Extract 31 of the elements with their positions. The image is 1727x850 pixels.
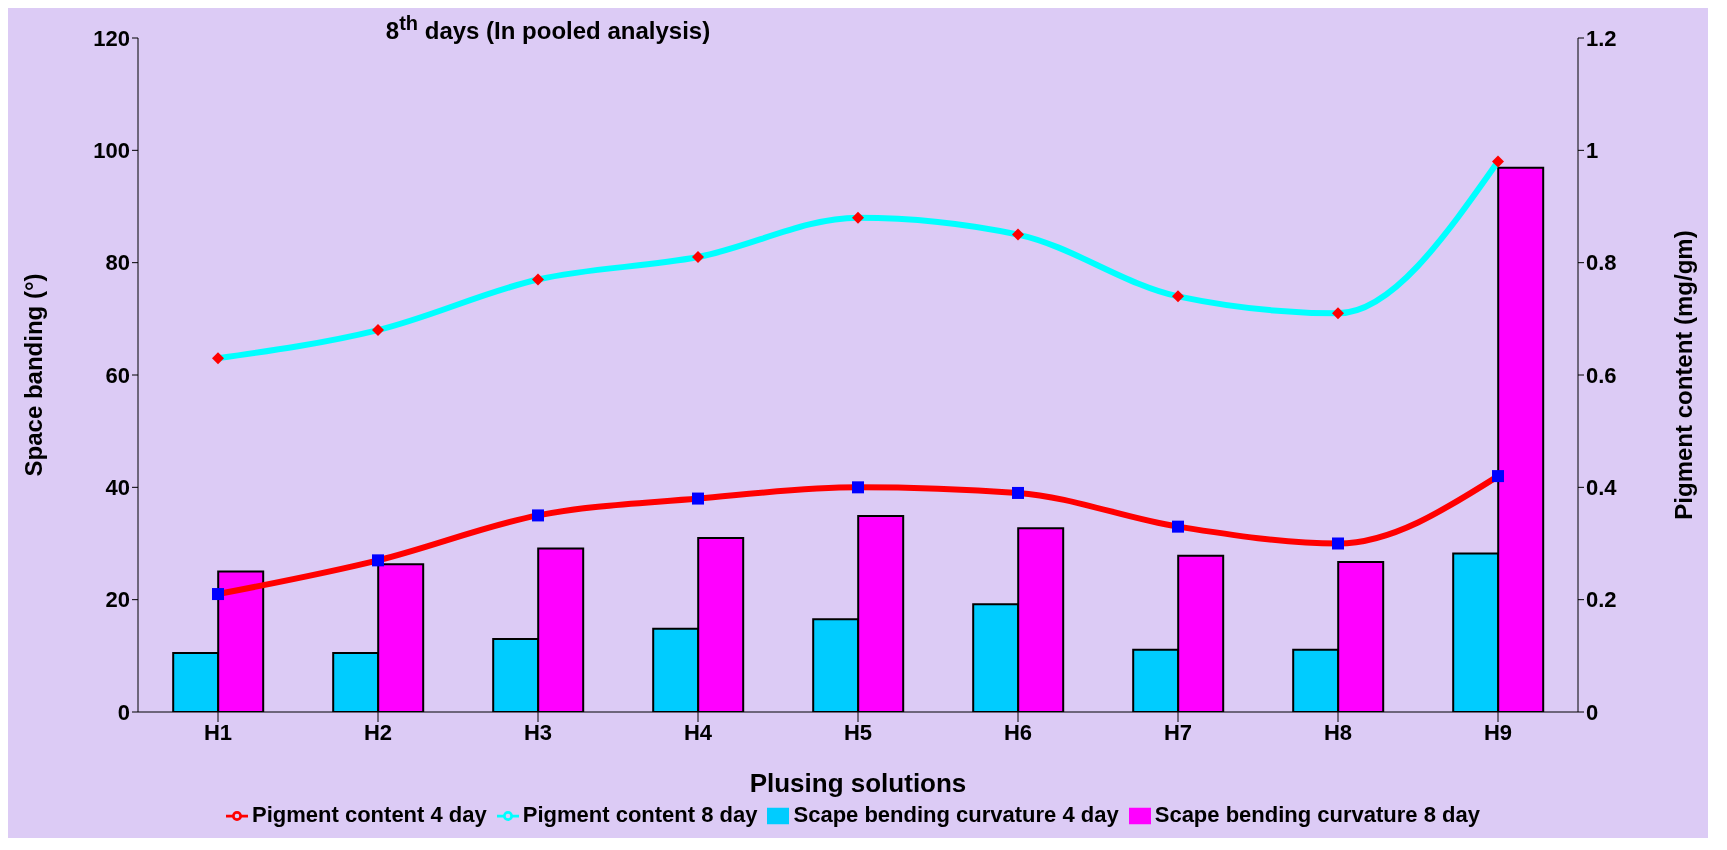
x-tick-label: H1 bbox=[203, 719, 233, 745]
x-tick-label: H7 bbox=[1163, 719, 1193, 745]
y-tick-label: 20 bbox=[105, 587, 130, 613]
chart-title: 8$^{th}$ days (In pooled analysis) bbox=[385, 12, 711, 44]
y-tick-label: 120 bbox=[93, 25, 130, 51]
x-tick-label: H3 bbox=[523, 719, 553, 745]
x-tick-label: H5 bbox=[843, 719, 873, 745]
y-tick-label: 100 bbox=[93, 138, 130, 164]
x-axis-title: Plusing solutions bbox=[749, 768, 967, 798]
x-tick-label: H4 bbox=[683, 719, 713, 745]
y-tick-label: 40 bbox=[105, 475, 130, 501]
legend-label: Pigment content 8 day bbox=[522, 802, 758, 827]
x-tick-label: H6 bbox=[1003, 719, 1033, 745]
y-tick-label: 0 bbox=[117, 699, 130, 725]
x-tick-label: H9 bbox=[1483, 719, 1513, 745]
y2-tick-label: 0 bbox=[1586, 699, 1599, 725]
x-tick-label: H2 bbox=[363, 719, 393, 745]
legend-label: Pigment content 4 day bbox=[252, 802, 487, 827]
x-tick-label: H8 bbox=[1323, 719, 1353, 745]
y2-axis-title: Pigment content (mg/gm) bbox=[1669, 230, 1697, 520]
y-tick-label: 80 bbox=[105, 250, 130, 276]
y2-tick-label: 0.8 bbox=[1586, 250, 1617, 276]
y-axis-title: Space banding (°) bbox=[19, 273, 47, 477]
y2-tick-label: 0.6 bbox=[1586, 362, 1617, 388]
legend-label: Scape bending curvature 8 day bbox=[1154, 802, 1480, 827]
y2-tick-label: 1.2 bbox=[1586, 25, 1617, 51]
y-tick-label: 60 bbox=[105, 362, 130, 388]
legend-label: Scape bending curvature 4 day bbox=[793, 802, 1119, 827]
y2-tick-label: 1 bbox=[1586, 138, 1599, 164]
y2-tick-label: 0.2 bbox=[1586, 587, 1617, 613]
y2-tick-label: 0.4 bbox=[1586, 475, 1618, 501]
